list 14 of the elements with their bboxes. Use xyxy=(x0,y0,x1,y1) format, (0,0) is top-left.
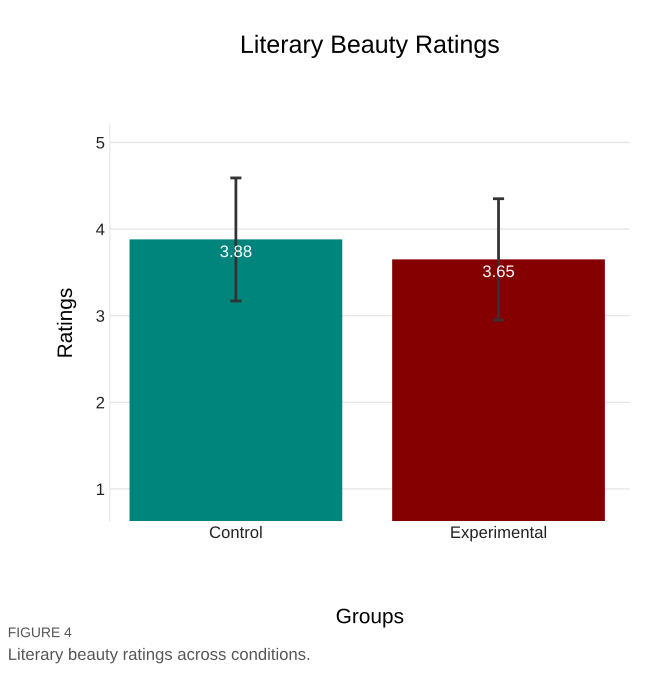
y-tick-label: 4 xyxy=(96,224,104,236)
y-tick-label: 2 xyxy=(96,396,104,408)
chart-title: Literary Beauty Ratings xyxy=(242,34,499,58)
text: Literary beauty ratings across conditions. xyxy=(9,648,310,664)
data-label: 3.65 xyxy=(482,265,514,278)
caption: FIGURE 4 xyxy=(8,627,72,638)
y-axis-title: Ratings xyxy=(56,288,76,357)
y-tick-label: 1 xyxy=(96,484,104,495)
x-tick-label: Control xyxy=(210,526,262,538)
y-tick-label: 3 xyxy=(96,310,104,322)
data-label: 3.88 xyxy=(220,245,252,258)
x-axis-title: Groups xyxy=(336,608,404,628)
x-tick-label: Experimental xyxy=(451,526,546,542)
y-tick-label: 5 xyxy=(96,136,104,149)
